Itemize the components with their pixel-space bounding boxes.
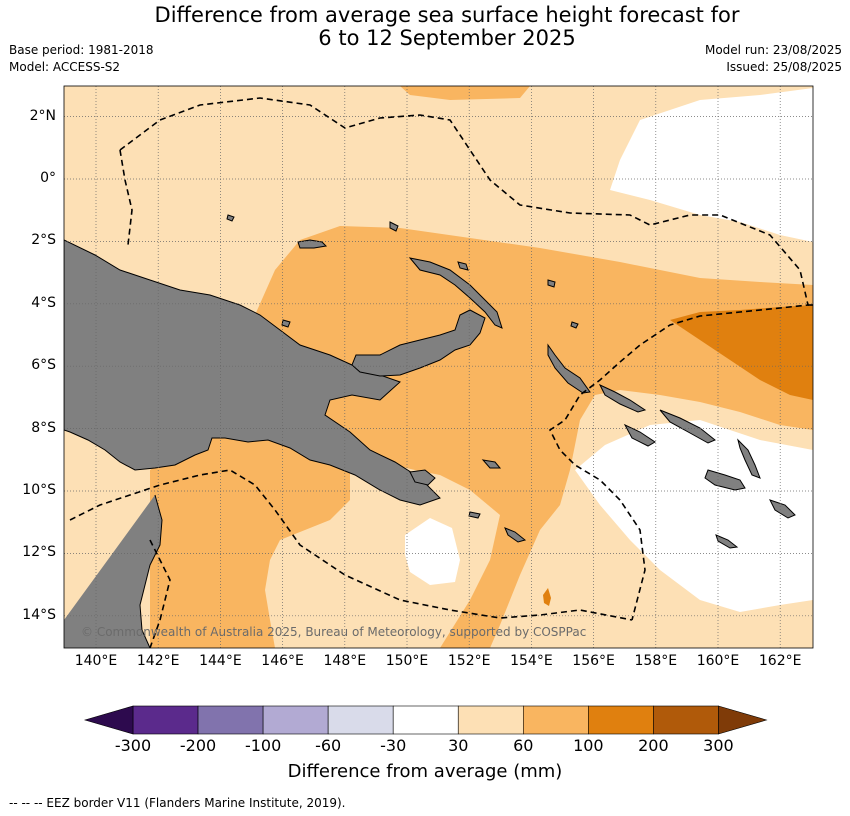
eez-legend-note: -- -- -- EEZ border V11 (Flanders Marine…: [9, 796, 346, 810]
lat-label: 8°S: [31, 419, 56, 436]
small-islet: [226, 214, 235, 222]
colorbar-extend-low: [83, 705, 134, 735]
lat-label: 6°S: [31, 357, 56, 374]
colorbar-tick-label: 60: [513, 736, 534, 755]
woodlark-land: [481, 459, 502, 469]
model-run-text: Model run: 23/08/2025: [704, 43, 842, 57]
lon-label: 144°E: [199, 653, 242, 669]
cape-york-land: [64, 495, 162, 648]
colorbar-tick-label: -300: [114, 736, 152, 755]
colorbar-segment: [197, 705, 264, 735]
bougainville-land: [547, 343, 591, 394]
lat-label: 4°S: [31, 294, 56, 311]
lat-label: 14°S: [22, 606, 56, 623]
land: [64, 214, 796, 648]
sea-level-map: [63, 85, 814, 649]
new-britain-land: [351, 309, 486, 377]
new-guinea-land: [64, 239, 441, 506]
issued-text: Issued: 25/08/2025: [726, 60, 842, 74]
lat-label: 2°S: [31, 232, 56, 249]
eez-borders: [69, 97, 813, 648]
band-100-200-east: [670, 305, 813, 400]
colorbar-tick-label: 100: [573, 736, 604, 755]
small-islet: [457, 261, 469, 271]
neutral-region-coral-sea: [405, 518, 460, 585]
lon-label: 150°E: [385, 653, 429, 669]
neutral-region-north-east: [610, 88, 813, 242]
dentrecasteaux-land: [409, 469, 436, 486]
lat-label: 10°S: [22, 482, 56, 498]
manus-land: [297, 239, 328, 249]
colorbar-segment: [262, 705, 329, 735]
map-gridlines: [64, 86, 813, 648]
lat-label: 0°: [40, 170, 56, 186]
eez-border-png-south: [69, 469, 633, 621]
colorbar-tick-label: -200: [179, 736, 217, 755]
lon-label: 154°E: [510, 653, 553, 669]
band-60-100-north: [400, 86, 530, 100]
lon-label: 140°E: [74, 653, 118, 669]
new-ireland-land: [408, 257, 503, 329]
eez-border-png-north: [119, 97, 809, 621]
meta-right: Model run: 23/08/2025 Issued: 25/08/2025: [705, 42, 842, 76]
copyright-notice: © Commonwealth of Australia 2025, Bureau…: [81, 625, 587, 639]
band-60-100-central: [255, 226, 813, 648]
base-period-text: Base period: 1981-2018: [9, 43, 154, 57]
colorbar-segment: [588, 705, 654, 735]
map-frame: [63, 85, 814, 649]
colorbar-tick-label: 300: [703, 736, 734, 755]
lon-label: 148°E: [323, 653, 367, 669]
eez-border-australia: [149, 539, 171, 648]
colorbar-segment: [522, 705, 589, 735]
australia-coastline: [139, 494, 163, 648]
malaita-land: [737, 438, 761, 479]
small-islet: [570, 321, 579, 329]
colorbar-segment: [132, 705, 199, 735]
lon-label: 142°E: [136, 653, 180, 669]
rossel-island-land: [504, 527, 527, 543]
makira-land: [769, 499, 796, 519]
guadalcanal-land: [704, 469, 746, 491]
chart-title-line2: 6 to 12 September 2025: [318, 26, 576, 50]
small-islet: [547, 279, 556, 288]
colorbar-extend-high: [718, 705, 768, 735]
model-text: Model: ACCESS-S2: [9, 60, 121, 74]
colorbar-segment: [457, 705, 524, 735]
lon-label: 152°E: [447, 653, 491, 669]
new-georgia-land: [623, 423, 656, 447]
lon-label: 160°E: [696, 653, 740, 669]
colorbar-tick-label: -60: [315, 736, 342, 755]
misima-land: [468, 511, 481, 519]
colorbar-segment: [327, 705, 394, 735]
lat-label: 2°N: [29, 107, 56, 124]
choiseul-land: [598, 383, 647, 413]
band-60-100-gulf: [150, 420, 350, 648]
eez-border-png-west: [119, 149, 133, 246]
colorbar-title: Difference from average (mm): [287, 761, 563, 782]
small-islet: [389, 221, 399, 232]
band-100-200-spot: [543, 588, 551, 606]
colorbar-segment: [653, 705, 719, 735]
lat-label: 12°S: [22, 544, 56, 561]
colorbar-tick-label: 30: [448, 736, 469, 755]
colorbar-tick-label: -30: [380, 736, 407, 755]
santa-isabel-land: [659, 409, 716, 444]
colorbar-tick-label: 200: [638, 736, 669, 755]
lon-label: 158°E: [634, 653, 678, 669]
colorbar-segment: [392, 705, 459, 735]
lon-label: 162°E: [758, 653, 802, 669]
colorbar-tick-label: -100: [244, 736, 282, 755]
lon-label: 156°E: [572, 653, 615, 669]
lon-label: 146°E: [261, 653, 304, 669]
meta-left: Base period: 1981-2018 Model: ACCESS-S2: [9, 42, 154, 76]
chart-title-line1: Difference from average sea surface heig…: [154, 3, 740, 27]
